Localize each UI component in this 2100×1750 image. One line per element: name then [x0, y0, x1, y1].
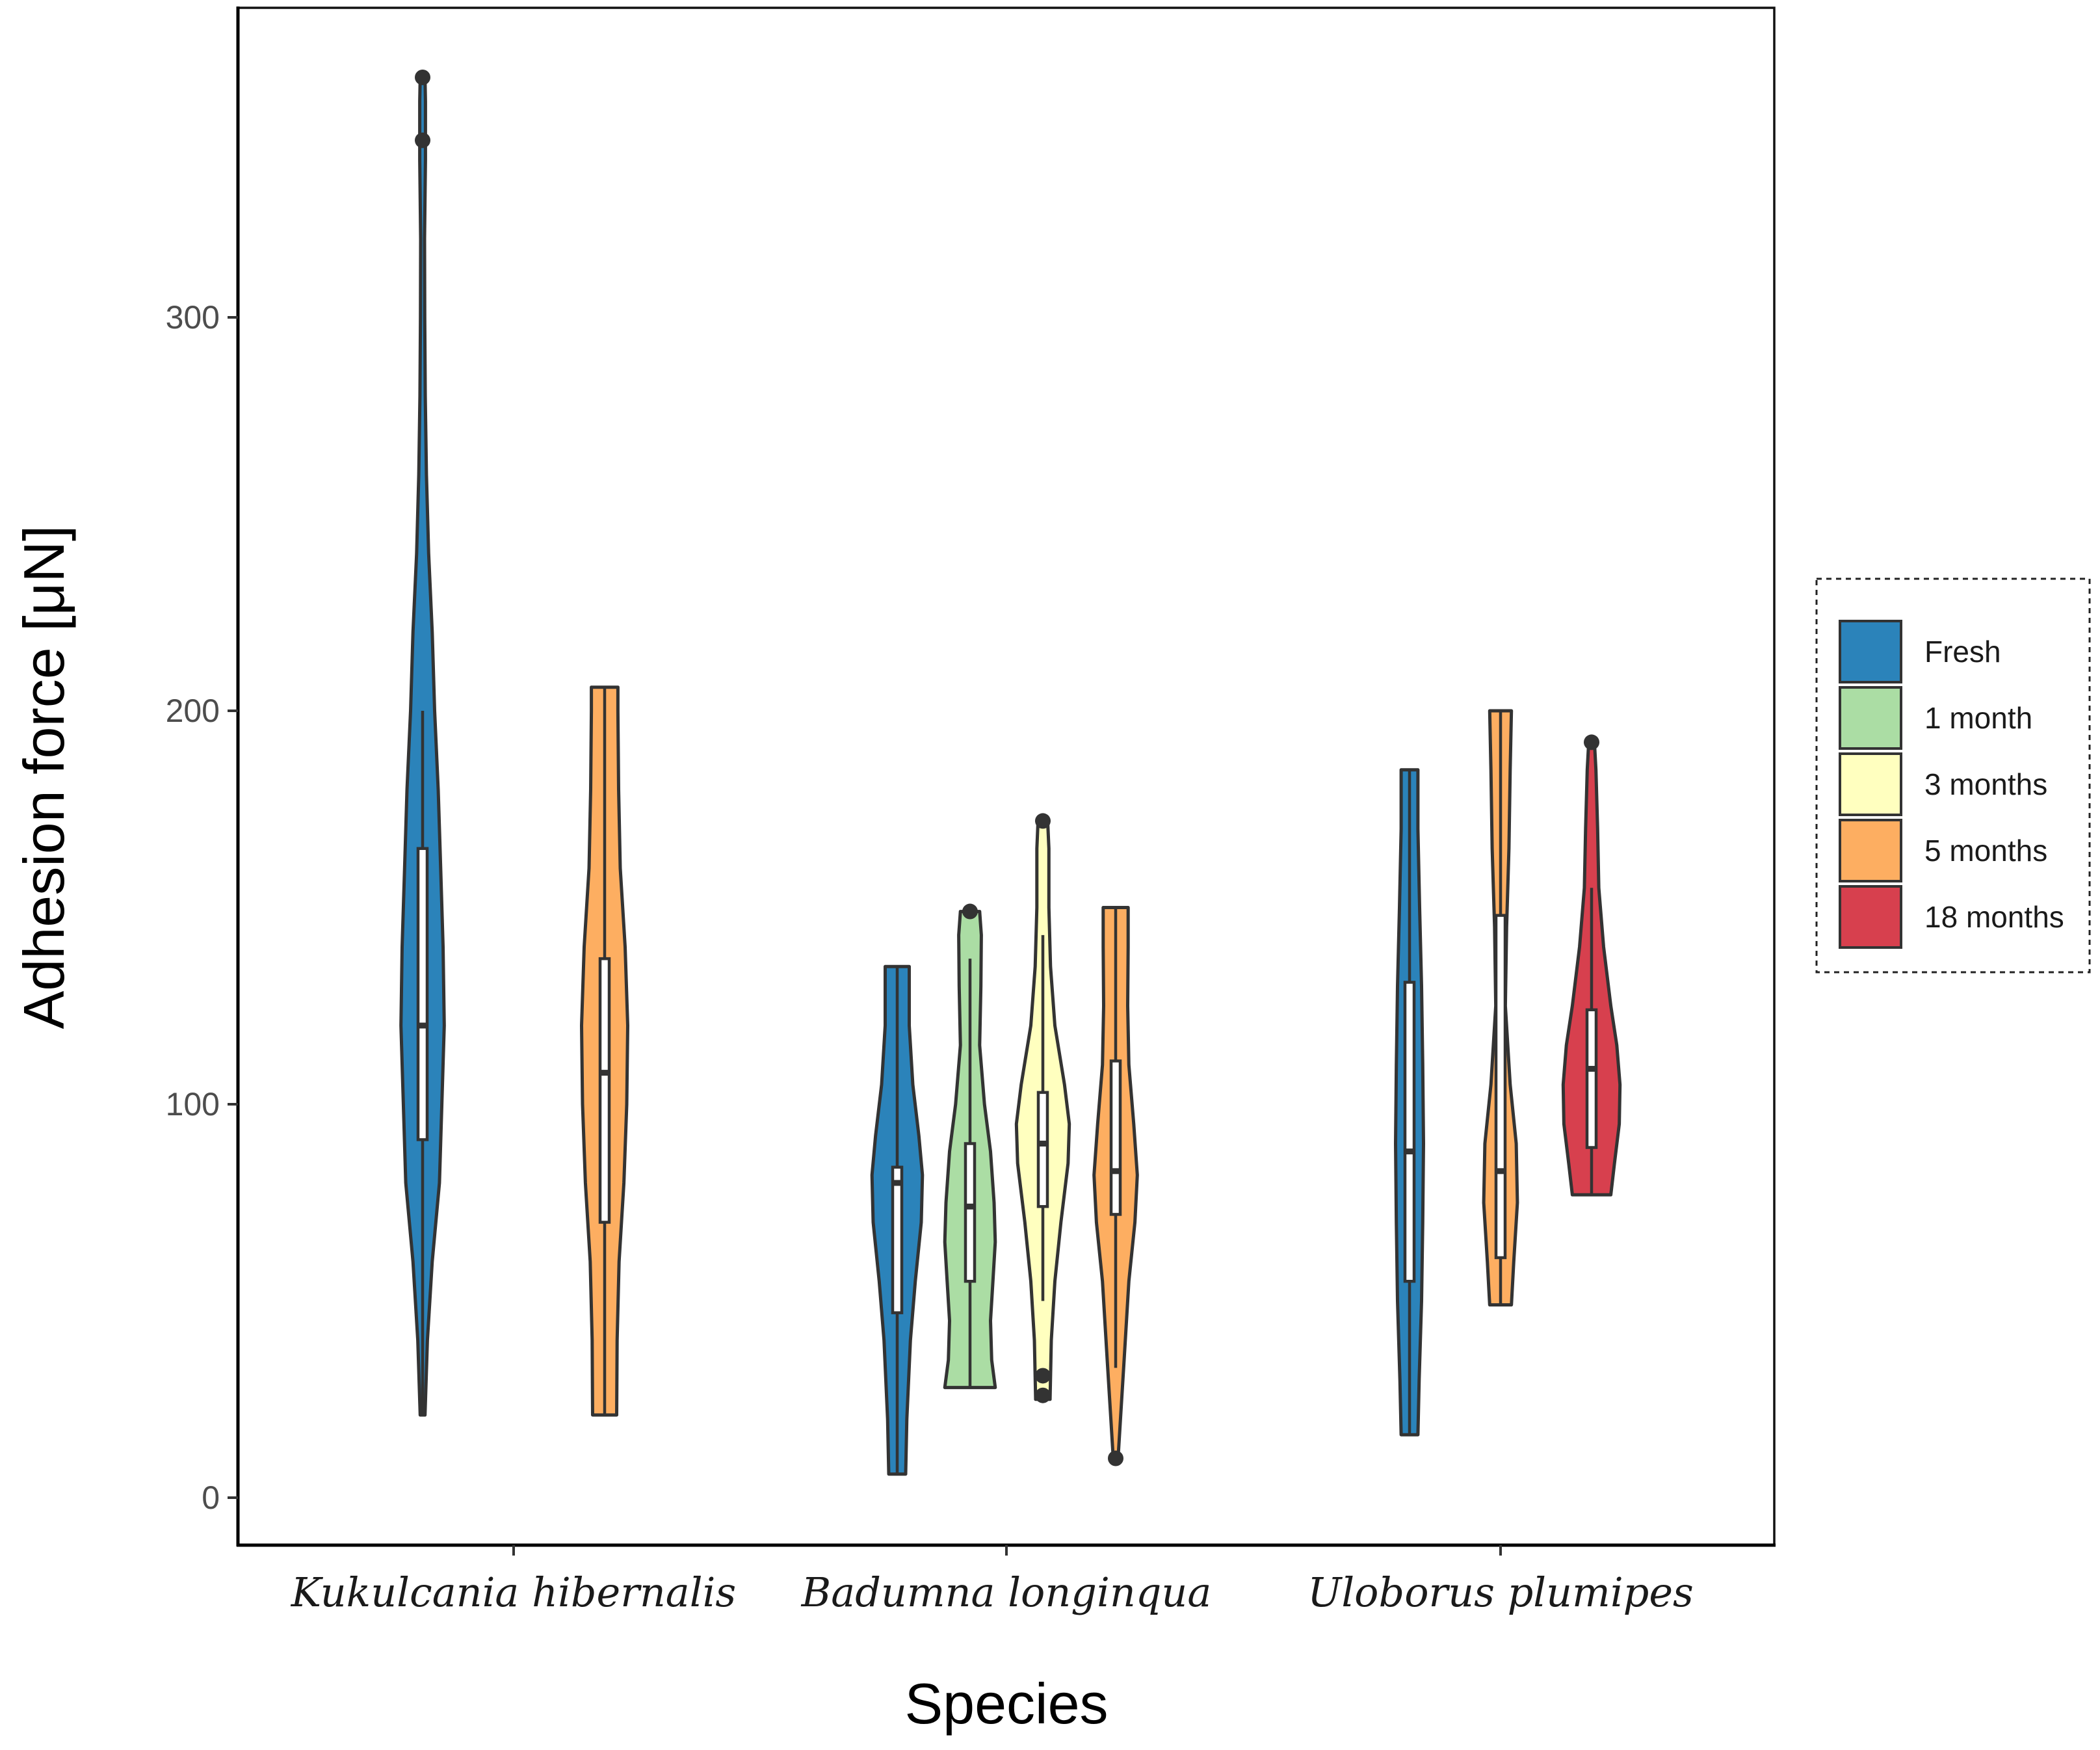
outlier-badumna-longinqua-1-month-149 [962, 903, 978, 920]
legend-label-5-months: 5 months [1924, 834, 2047, 868]
legend-label-fresh: Fresh [1924, 635, 2001, 669]
box-uloborus-plumipes-5-months [1494, 914, 1507, 1260]
legend-key-1-month [1839, 686, 1902, 750]
y-axis-title: Adhesion force [μN] [12, 525, 76, 1029]
legend: Fresh 1 month 3 months 5 months 18 months [1815, 577, 2091, 974]
y-tick-label-0: 0 [202, 1479, 220, 1516]
legend-label-3-months: 3 months [1924, 767, 2047, 801]
x-tick-label-badumna-longinqua: Badumna longinqua [801, 1569, 1212, 1616]
legend-label-18-months: 18 months [1924, 900, 2064, 934]
outlier-badumna-longinqua-5-months-10 [1108, 1450, 1123, 1466]
outlier-kukulcania-hibernalis-fresh-361 [415, 69, 430, 85]
box-badumna-longinqua-3-months [1036, 1091, 1049, 1208]
x-tick-label-kukulcania-hibernalis: Kukulcania hibernalis [291, 1569, 736, 1616]
box-uloborus-plumipes-fresh [1403, 981, 1416, 1283]
outlier-uloborus-plumipes-18-months-192 [1584, 734, 1599, 750]
box-badumna-longinqua-fresh [891, 1165, 904, 1314]
box-kukulcania-hibernalis-5-months [598, 957, 611, 1224]
box-badumna-longinqua-1-month [964, 1142, 977, 1283]
y-tick-label-200: 200 [166, 693, 220, 729]
outlier-badumna-longinqua-3-months-26 [1035, 1387, 1051, 1403]
y-axis-ticks: 0 100 200 300 [166, 299, 238, 1516]
box-badumna-longinqua-5-months [1109, 1059, 1122, 1216]
x-axis-ticks: Kukulcania hibernalis Badumna longinqua Ul… [291, 1545, 1694, 1616]
box-uloborus-plumipes-18-months [1585, 1008, 1598, 1149]
x-tick-label-uloborus-plumipes: Uloborus plumipes [1307, 1569, 1694, 1616]
y-tick-label-300: 300 [166, 299, 220, 336]
outlier-badumna-longinqua-3-months-31 [1035, 1368, 1051, 1384]
outlier-kukulcania-hibernalis-fresh-345 [415, 132, 430, 148]
outlier-badumna-longinqua-3-months-172 [1035, 813, 1051, 829]
legend-key-5-months [1839, 819, 1902, 882]
violin-layer [399, 69, 1622, 1476]
legend-key-18-months [1839, 885, 1902, 949]
legend-key-3-months [1839, 752, 1902, 816]
x-axis-title: Species [904, 1671, 1108, 1736]
legend-key-fresh [1839, 620, 1902, 683]
legend-label-1-month: 1 month [1924, 701, 2032, 735]
box-kukulcania-hibernalis-fresh [416, 847, 429, 1141]
y-tick-label-100: 100 [166, 1086, 220, 1122]
